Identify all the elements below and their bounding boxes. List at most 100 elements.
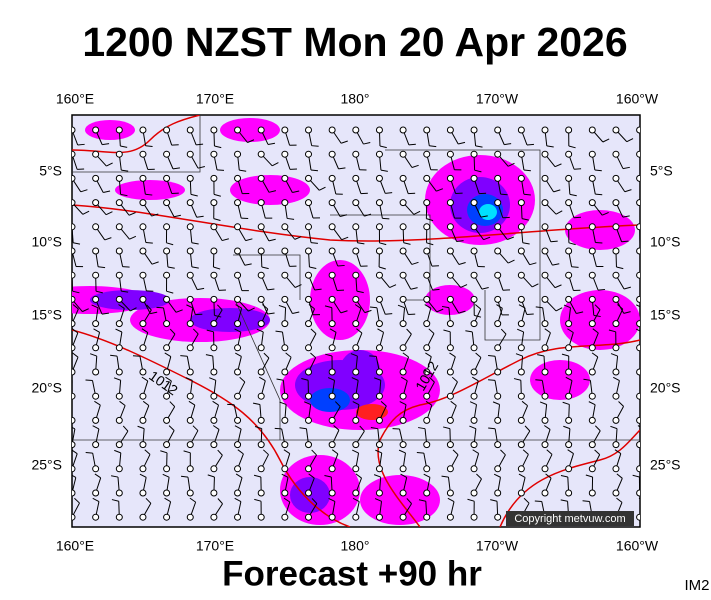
barb-station: [612, 489, 620, 497]
barb-station: [92, 223, 100, 231]
barb-station: [375, 150, 383, 158]
barb-station: [352, 126, 360, 134]
barb-station: [565, 465, 573, 473]
barb-station: [210, 513, 218, 521]
barb-station: [72, 174, 76, 182]
barb-flag: [554, 163, 562, 168]
lat-label: 20°S: [31, 380, 62, 396]
barb-flag: [560, 475, 568, 478]
barb-flag: [426, 218, 434, 222]
barb-station: [517, 368, 525, 376]
barb-station: [588, 392, 596, 400]
barb-flag: [608, 329, 616, 333]
barb-station: [115, 271, 123, 279]
barb-flag: [352, 401, 360, 406]
barb-flag: [612, 376, 620, 382]
barb-flag: [535, 379, 543, 381]
barb-flag: [283, 497, 291, 503]
barb-station: [494, 465, 502, 473]
barb-flag: [518, 304, 526, 309]
barb-station: [470, 199, 478, 207]
barb-flag: [278, 304, 286, 309]
barb-flag: [490, 499, 498, 502]
barb-flag: [374, 498, 382, 502]
barb-flag: [469, 425, 477, 430]
barb-station: [517, 441, 525, 449]
barb-flag: [555, 210, 563, 215]
barb-station: [541, 392, 549, 400]
barb-station: [305, 344, 312, 352]
barb-flag: [213, 266, 221, 270]
barb-station: [115, 247, 123, 255]
wind-barbs: [72, 126, 640, 521]
barb-station: [636, 150, 640, 158]
barb-station: [139, 513, 147, 521]
barb-flag: [101, 312, 109, 315]
barb-flag: [624, 189, 632, 193]
barb-station: [328, 126, 336, 134]
barb-station: [186, 489, 194, 497]
barb-flag: [610, 425, 618, 430]
barb-flag: [162, 473, 170, 478]
barb-station: [281, 199, 289, 207]
barb-station: [636, 320, 640, 328]
barb-station: [375, 441, 383, 449]
barb-station: [139, 489, 147, 497]
barb-station: [234, 174, 242, 182]
barb-station: [541, 174, 549, 182]
barb-station: [399, 271, 407, 279]
barb-flag: [85, 379, 93, 382]
barb-station: [375, 174, 383, 182]
barb-flag: [213, 193, 221, 197]
barb-flag: [385, 192, 393, 194]
barb-station: [636, 441, 640, 449]
barb-station: [588, 271, 596, 279]
barb-flag: [311, 145, 319, 147]
barb-staff: [639, 274, 640, 277]
barb-flag: [357, 242, 365, 245]
barb-flag: [554, 284, 562, 289]
barb-station: [72, 223, 76, 231]
barb-station: [470, 150, 478, 158]
barb-flag: [94, 400, 101, 406]
rain-area: [310, 260, 370, 340]
barb-flag: [287, 217, 295, 220]
barb-station: [92, 295, 100, 303]
barb-flag: [245, 238, 253, 242]
barb-station: [257, 271, 265, 279]
eez-boundaries: [72, 115, 640, 441]
lon-label: 160°W: [616, 538, 659, 554]
rain-area: [230, 175, 310, 205]
barb-station: [234, 223, 242, 231]
barb-station: [517, 489, 525, 497]
barb-station: [257, 513, 265, 521]
barb-flag: [447, 497, 455, 503]
barb-flag: [93, 328, 100, 333]
barb-station: [636, 247, 640, 255]
barb-station: [423, 150, 431, 158]
barb-flag: [373, 474, 381, 478]
barb-station: [636, 174, 640, 182]
barb-flag: [411, 164, 419, 168]
barb-station: [234, 465, 242, 473]
barb-flag: [529, 262, 537, 266]
barb-flag: [535, 306, 543, 309]
barb-flag: [72, 290, 80, 294]
barb-station: [494, 416, 502, 424]
barb-station: [210, 199, 218, 207]
barb-flag: [118, 304, 125, 309]
barb-station: [281, 320, 289, 328]
barb-station: [234, 126, 242, 134]
barb-flag: [308, 304, 315, 310]
barb-station: [328, 465, 336, 473]
barb-station: [139, 392, 147, 400]
barb-station: [163, 150, 171, 158]
barb-flag: [207, 474, 215, 478]
barb-flag: [443, 329, 451, 333]
barb-station: [139, 465, 147, 473]
barb-station: [446, 199, 454, 207]
barb-station: [636, 368, 640, 376]
barb-station: [163, 271, 171, 279]
barb-station: [399, 320, 407, 328]
barb-station: [281, 513, 289, 521]
